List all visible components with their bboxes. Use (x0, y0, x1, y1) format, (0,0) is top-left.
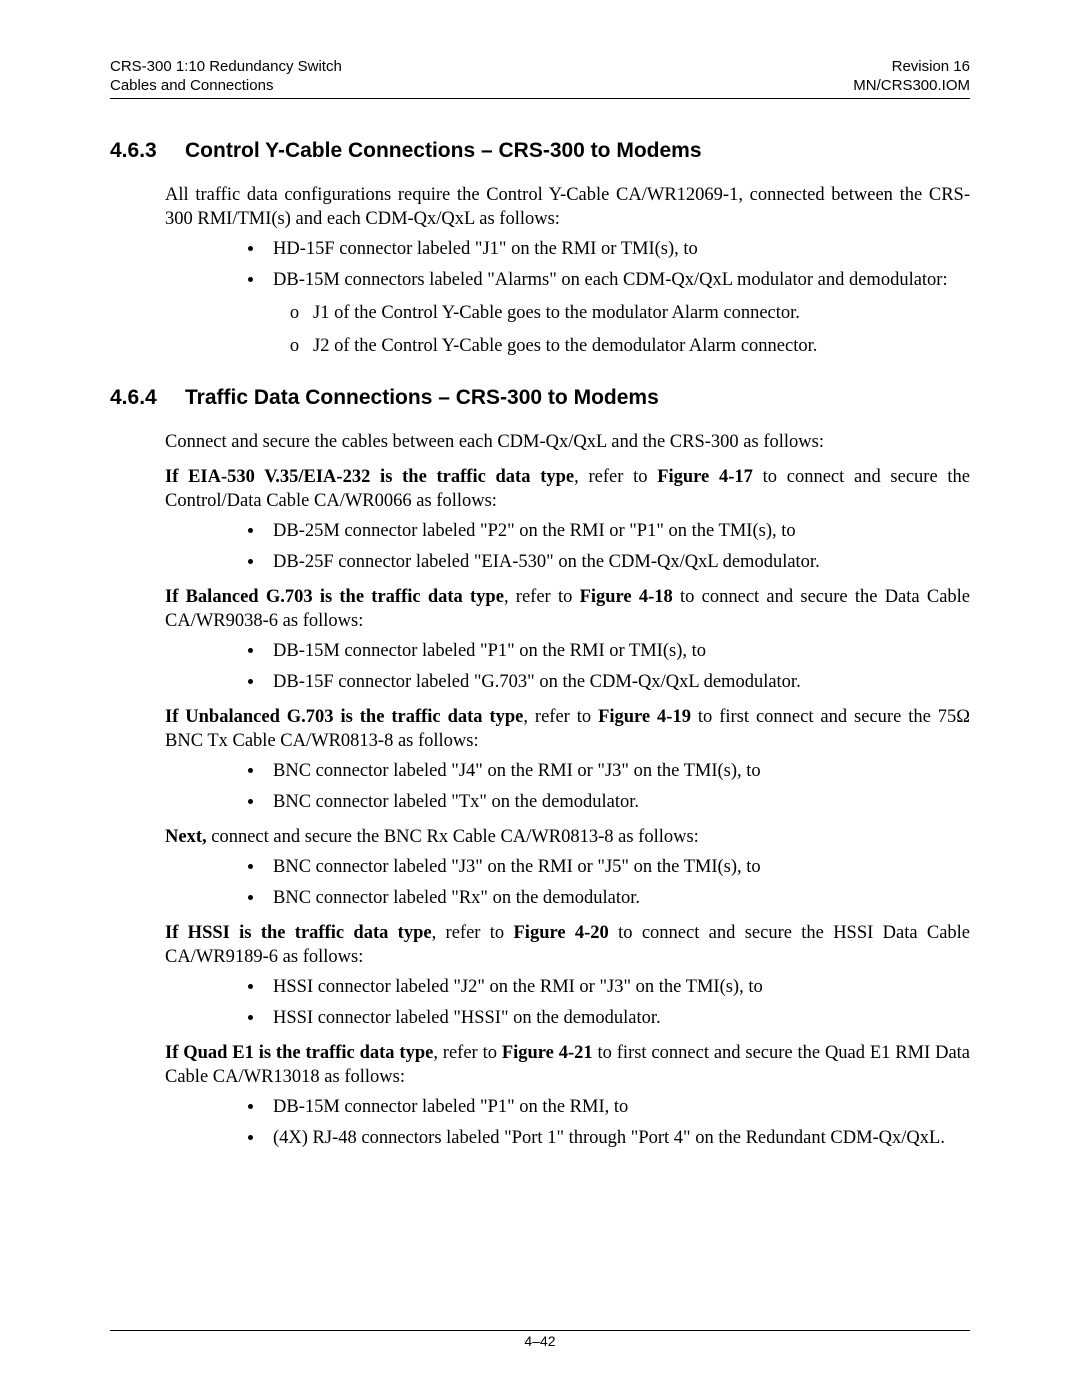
intro-464: Connect and secure the cables between ea… (165, 430, 970, 454)
list-item: HD-15F connector labeled "J1" on the RMI… (265, 237, 970, 262)
fig-ref: Figure 4-18 (580, 587, 673, 607)
doc-title: CRS-300 1:10 Redundancy Switch (110, 58, 342, 77)
lead-bold: Next, (165, 827, 207, 847)
page: CRS-300 1:10 Redundancy Switch Cables an… (0, 0, 1080, 1397)
list-balanced: DB-15M connector labeled "P1" on the RMI… (265, 639, 970, 695)
header-right: Revision 16 MN/CRS300.IOM (853, 58, 970, 96)
list-item: DB-15F connector labeled "G.703" on the … (265, 670, 970, 695)
list-item: DB-25F connector labeled "EIA-530" on th… (265, 550, 970, 575)
intro-463: All traffic data configurations require … (165, 183, 970, 231)
doc-code: MN/CRS300.IOM (853, 77, 970, 96)
list-unbalanced-rx: BNC connector labeled "J3" on the RMI or… (265, 855, 970, 911)
list-item: DB-15M connector labeled "P1" on the RMI… (265, 639, 970, 664)
fig-ref: Figure 4-19 (598, 707, 691, 727)
heading-number: 4.6.4 (110, 386, 185, 410)
para-unbalanced-next: Next, connect and secure the BNC Rx Cabl… (165, 825, 970, 849)
lead-rest: , refer to (574, 467, 657, 487)
list-item: J1 of the Control Y-Cable goes to the mo… (313, 301, 970, 326)
header-left: CRS-300 1:10 Redundancy Switch Cables an… (110, 58, 342, 96)
list-eia: DB-25M connector labeled "P2" on the RMI… (265, 519, 970, 575)
lead-rest: , refer to (433, 1043, 502, 1063)
list-item: (4X) RJ-48 connectors labeled "Port 1" t… (265, 1126, 970, 1151)
lead-bold: If HSSI is the traffic data type (165, 923, 432, 943)
heading-text: Control Y-Cable Connections – CRS-300 to… (185, 139, 702, 162)
para-quad: If Quad E1 is the traffic data type, ref… (165, 1041, 970, 1089)
lead-bold: If EIA-530 V.35/EIA-232 is the traffic d… (165, 467, 574, 487)
fig-ref: Figure 4-20 (514, 923, 609, 943)
heading-4-6-4: 4.6.4Traffic Data Connections – CRS-300 … (110, 386, 970, 410)
page-footer: 4–42 (110, 1330, 970, 1349)
list-item: HSSI connector labeled "J2" on the RMI o… (265, 975, 970, 1000)
lead-bold: If Unbalanced G.703 is the traffic data … (165, 707, 523, 727)
page-header: CRS-300 1:10 Redundancy Switch Cables an… (110, 58, 970, 99)
sublist-463: J1 of the Control Y-Cable goes to the mo… (313, 301, 970, 359)
list-item: BNC connector labeled "Tx" on the demodu… (265, 790, 970, 815)
para-unbalanced: If Unbalanced G.703 is the traffic data … (165, 705, 970, 753)
doc-section: Cables and Connections (110, 77, 342, 96)
para-hssi: If HSSI is the traffic data type, refer … (165, 921, 970, 969)
list-item: DB-15M connector labeled "P1" on the RMI… (265, 1095, 970, 1120)
list-item: BNC connector labeled "J4" on the RMI or… (265, 759, 970, 784)
heading-4-6-3: 4.6.3Control Y-Cable Connections – CRS-3… (110, 139, 970, 163)
list-quad: DB-15M connector labeled "P1" on the RMI… (265, 1095, 970, 1151)
para-balanced: If Balanced G.703 is the traffic data ty… (165, 585, 970, 633)
list-463: HD-15F connector labeled "J1" on the RMI… (265, 237, 970, 359)
list-item: BNC connector labeled "J3" on the RMI or… (265, 855, 970, 880)
lead-bold: If Balanced G.703 is the traffic data ty… (165, 587, 504, 607)
lead-rest: , refer to (504, 587, 580, 607)
lead-rest: , refer to (523, 707, 598, 727)
list-item: DB-25M connector labeled "P2" on the RMI… (265, 519, 970, 544)
heading-number: 4.6.3 (110, 139, 185, 163)
fig-ref: Figure 4-17 (657, 467, 753, 487)
fig-ref: Figure 4-21 (502, 1043, 593, 1063)
lead-bold: If Quad E1 is the traffic data type (165, 1043, 433, 1063)
list-item: BNC connector labeled "Rx" on the demodu… (265, 886, 970, 911)
list-unbalanced-tx: BNC connector labeled "J4" on the RMI or… (265, 759, 970, 815)
list-hssi: HSSI connector labeled "J2" on the RMI o… (265, 975, 970, 1031)
heading-text: Traffic Data Connections – CRS-300 to Mo… (185, 386, 659, 409)
list-item-text: DB-15M connectors labeled "Alarms" on ea… (273, 270, 948, 290)
lead-rest: , refer to (432, 923, 514, 943)
tail: connect and secure the BNC Rx Cable CA/W… (207, 827, 699, 847)
list-item: J2 of the Control Y-Cable goes to the de… (313, 334, 970, 359)
page-number: 4–42 (524, 1333, 555, 1349)
list-item: HSSI connector labeled "HSSI" on the dem… (265, 1006, 970, 1031)
para-eia: If EIA-530 V.35/EIA-232 is the traffic d… (165, 465, 970, 513)
doc-revision: Revision 16 (853, 58, 970, 77)
list-item: DB-15M connectors labeled "Alarms" on ea… (265, 268, 970, 359)
